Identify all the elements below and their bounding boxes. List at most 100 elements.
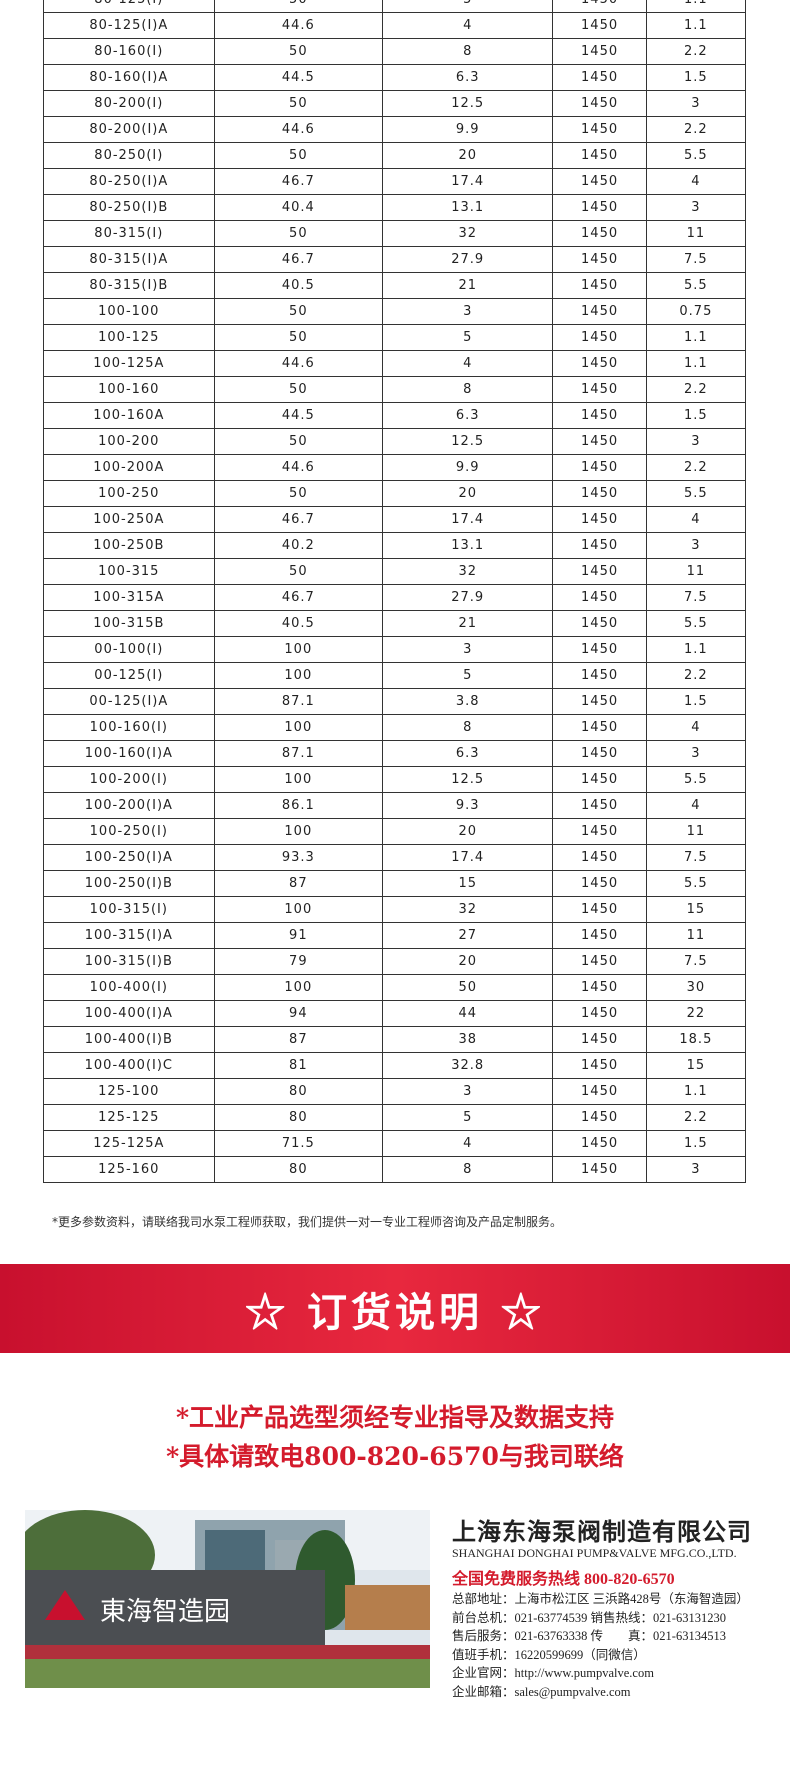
table-cell: 3: [645, 740, 747, 767]
table-cell: 5.5: [645, 480, 747, 507]
table-cell: 81: [213, 1052, 384, 1079]
table-cell: 22: [645, 1000, 747, 1027]
table-cell: 100-200(I)A: [43, 792, 215, 819]
table-cell: 5.5: [645, 610, 747, 637]
table-cell: 46.7: [213, 584, 384, 611]
table-cell: 100-400(I)C: [43, 1052, 215, 1079]
table-row: 100-200(I) 100 12.5 1450 5.5: [43, 766, 747, 793]
spec-table: 80-125(I)50514501.180-125(I)A44.6414501.…: [43, 0, 747, 1183]
table-cell: 125-125A: [43, 1130, 215, 1157]
table-cell: 9.3: [382, 792, 554, 819]
table-cell: 1450: [552, 220, 647, 247]
table-cell: 2.2: [645, 116, 747, 143]
table-cell: 12.5: [382, 90, 554, 117]
table-row: 80-160(I) 50 8 1450 2.2: [43, 38, 747, 65]
table-cell: 44: [382, 1000, 554, 1027]
table-row: 125-125A 71.5 4 1450 1.5: [43, 1130, 747, 1157]
table-cell: 4: [645, 714, 747, 741]
table-row: 100-400(I)B 87 38 1450 18.5: [43, 1026, 747, 1053]
table-cell: 100-400(I)B: [43, 1026, 215, 1053]
table-cell: 50: [213, 324, 384, 351]
table-cell: 40.5: [213, 610, 384, 637]
table-row: 100-250 50 20 1450 5.5: [43, 480, 747, 507]
table-cell: 6.3: [382, 402, 554, 429]
table-cell: 5.5: [645, 766, 747, 793]
table-cell: 100-200: [43, 428, 215, 455]
table-cell: 100-400(I)A: [43, 1000, 215, 1027]
table-cell: 1450: [552, 90, 647, 117]
table-cell: 79: [213, 948, 384, 975]
table-cell: 1450: [552, 168, 647, 195]
table-cell: 100-315A: [43, 584, 215, 611]
table-cell: 8: [382, 1156, 554, 1183]
table-cell: 1450: [552, 662, 647, 689]
table-cell: 00-100(I): [43, 636, 215, 663]
table-cell: 20: [382, 948, 554, 975]
table-cell: 20: [382, 818, 554, 845]
table-cell: 3.8: [382, 688, 554, 715]
table-cell: 4: [645, 792, 747, 819]
table-cell: 94: [213, 1000, 384, 1027]
table-cell: 100-315B: [43, 610, 215, 637]
table-cell: 3: [645, 194, 747, 221]
table-row: 100-250(I)B 87 15 1450 5.5: [43, 870, 747, 897]
table-row: 125-160 80 8 1450 3: [43, 1156, 747, 1183]
table-row: 100-125A 44.6 4 1450 1.1: [43, 350, 747, 377]
table-cell: 4: [645, 168, 747, 195]
table-cell: 125-100: [43, 1078, 215, 1105]
company-name-en: SHANGHAI DONGHAI PUMP&VALVE MFG.CO.,LTD.: [452, 1546, 737, 1560]
table-cell: 15: [645, 1052, 747, 1079]
table-row: 80-315(I)B 40.5 21 1450 5.5: [43, 272, 747, 299]
table-cell: 1450: [552, 740, 647, 767]
table-row: 100-400(I) 100 50 1450 30: [43, 974, 747, 1001]
table-row: 100-125 50 5 1450 1.1: [43, 324, 747, 351]
table-cell: 44.5: [213, 402, 384, 429]
table-row: 80-200(I)A 44.6 9.9 1450 2.2: [43, 116, 747, 143]
table-cell: 50: [213, 38, 384, 65]
table-cell: 1450: [552, 922, 647, 949]
table-cell: 1450: [552, 896, 647, 923]
table-cell: 100-250: [43, 480, 215, 507]
table-cell: 100-160: [43, 376, 215, 403]
table-cell: 1450: [552, 610, 647, 637]
table-cell: 3: [645, 428, 747, 455]
table-row: 100-160A 44.5 6.3 1450 1.5: [43, 402, 747, 429]
table-cell: 87: [213, 870, 384, 897]
table-row: 100-315 50 32 1450 11: [43, 558, 747, 585]
table-cell: 44.5: [213, 64, 384, 91]
table-row: 100-315A 46.7 27.9 1450 7.5: [43, 584, 747, 611]
table-cell: 1450: [552, 532, 647, 559]
table-cell: 1450: [552, 272, 647, 299]
table-cell: 86.1: [213, 792, 384, 819]
table-cell: 100-160(I)A: [43, 740, 215, 767]
table-row: 100-200(I)A 86.1 9.3 1450 4: [43, 792, 747, 819]
table-cell: 1450: [552, 714, 647, 741]
table-cell: 1450: [552, 688, 647, 715]
table-row: 100-400(I)A 94 44 1450 22: [43, 1000, 747, 1027]
table-cell: 50: [213, 298, 384, 325]
table-row: 80-250(I)B 40.4 13.1 1450 3: [43, 194, 747, 221]
table-cell: 5: [382, 0, 554, 13]
table-cell: 12.5: [382, 428, 554, 455]
table-cell: 50: [213, 558, 384, 585]
table-cell: 1450: [552, 1000, 647, 1027]
table-cell: 100-250A: [43, 506, 215, 533]
notice: *具体请致电800-820-6570与我司联络: [166, 1442, 624, 1471]
table-cell: 100-200A: [43, 454, 215, 481]
company-name: 上海东海泵阀制造有限公司: [452, 1520, 752, 1546]
banner-title: ☆ 订货说明 ☆: [245, 1288, 545, 1336]
table-cell: 27: [382, 922, 554, 949]
table-cell: 1450: [552, 870, 647, 897]
table-cell: 100: [213, 896, 384, 923]
table-row: 100-250(I)A 93.3 17.4 1450 7.5: [43, 844, 747, 871]
table-row: 100-100 50 3 1450 0.75: [43, 298, 747, 325]
table-cell: 11: [645, 220, 747, 247]
table-cell: 80-125(I)A: [43, 12, 215, 39]
table-cell: 1450: [552, 1104, 647, 1131]
table-cell: 8: [382, 714, 554, 741]
table-row: 80-315(I) 50 32 1450 11: [43, 220, 747, 247]
table-cell: 80-160(I)A: [43, 64, 215, 91]
table-cell: 100-160A: [43, 402, 215, 429]
